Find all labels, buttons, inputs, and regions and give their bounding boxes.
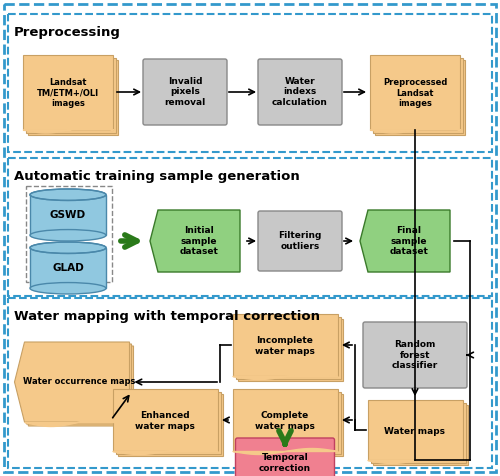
FancyBboxPatch shape [373,58,463,132]
Text: Complete
water maps: Complete water maps [255,411,315,431]
Polygon shape [16,344,132,424]
FancyBboxPatch shape [368,400,462,460]
Ellipse shape [30,242,106,253]
FancyBboxPatch shape [363,322,467,388]
FancyBboxPatch shape [236,317,341,379]
FancyBboxPatch shape [370,54,460,129]
FancyBboxPatch shape [116,392,220,454]
FancyBboxPatch shape [26,58,116,132]
Ellipse shape [30,189,106,200]
FancyBboxPatch shape [238,394,343,456]
Text: Water
indexs
calculation: Water indexs calculation [272,77,328,107]
Text: Preprocessing: Preprocessing [14,26,121,39]
Text: GSWD: GSWD [50,210,86,220]
Ellipse shape [30,229,106,241]
Text: Temporal
correction: Temporal correction [259,453,311,473]
FancyBboxPatch shape [232,314,338,376]
FancyBboxPatch shape [372,405,468,465]
Text: Filtering
outliers: Filtering outliers [278,231,322,251]
FancyBboxPatch shape [23,54,113,129]
Polygon shape [150,210,240,272]
Text: Incomplete
water maps: Incomplete water maps [255,337,315,356]
Text: Water mapping with temporal correction: Water mapping with temporal correction [14,310,320,323]
Text: GLAD: GLAD [52,263,84,273]
Text: Automatic training sample generation: Automatic training sample generation [14,170,300,183]
Polygon shape [18,346,134,426]
Text: Invalid
pixels
removal: Invalid pixels removal [164,77,205,107]
FancyBboxPatch shape [236,438,334,476]
Text: Landsat
TM/ETM+/OLI
images: Landsat TM/ETM+/OLI images [37,78,99,108]
FancyBboxPatch shape [112,389,218,451]
Polygon shape [14,342,130,422]
FancyBboxPatch shape [30,195,106,235]
Text: Final
sample
dataset: Final sample dataset [390,226,428,256]
FancyBboxPatch shape [232,389,338,451]
FancyBboxPatch shape [30,248,106,288]
Text: Preprocessed
Landsat
images: Preprocessed Landsat images [383,78,447,108]
FancyBboxPatch shape [258,211,342,271]
Text: Random
forest
classifier: Random forest classifier [392,340,438,370]
FancyBboxPatch shape [370,403,466,463]
FancyBboxPatch shape [28,60,118,135]
FancyBboxPatch shape [258,59,342,125]
Polygon shape [360,210,450,272]
Text: Water occurrence maps: Water occurrence maps [23,377,135,387]
FancyBboxPatch shape [375,60,465,135]
Ellipse shape [30,283,106,294]
FancyBboxPatch shape [118,394,222,456]
FancyBboxPatch shape [238,319,343,381]
FancyBboxPatch shape [143,59,227,125]
Text: Water maps: Water maps [384,426,446,436]
Text: Initial
sample
dataset: Initial sample dataset [180,226,218,256]
FancyBboxPatch shape [236,392,341,454]
Text: Enhanced
water maps: Enhanced water maps [135,411,195,431]
